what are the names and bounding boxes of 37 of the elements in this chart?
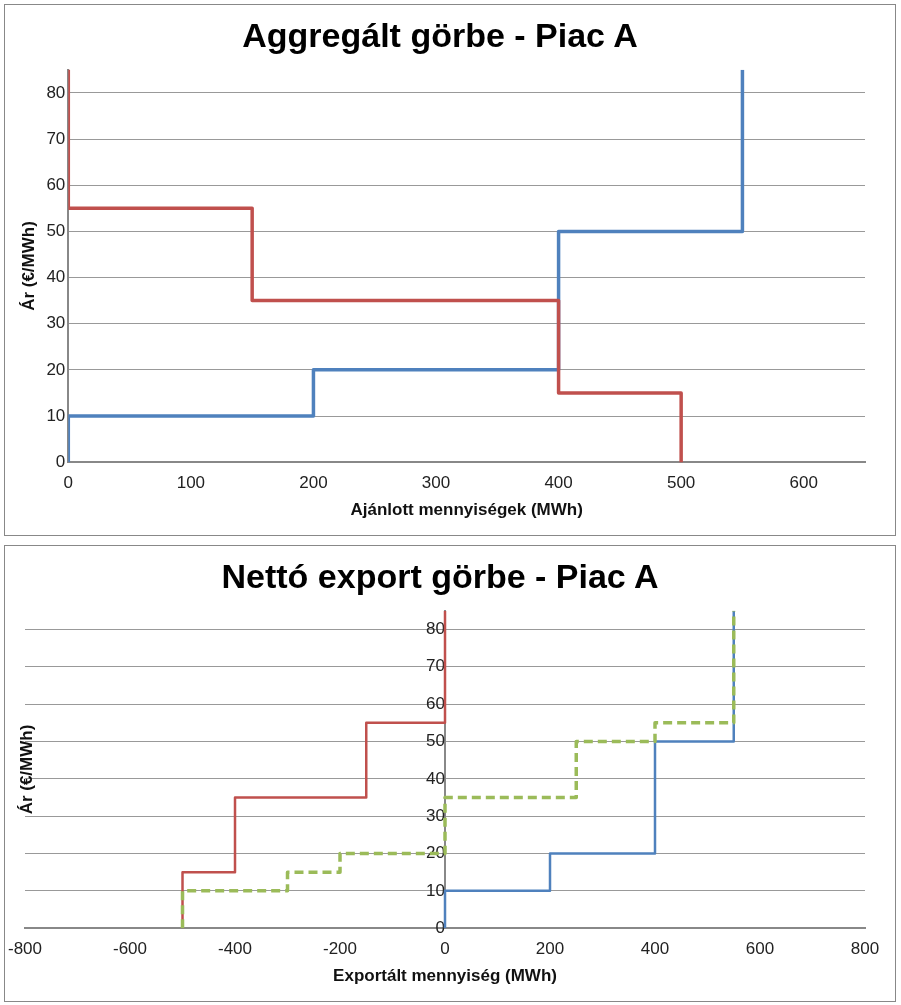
x-tick-label: 400 [544,473,573,493]
x-axis-title: Ajánlott mennyiségek (MWh) [350,500,583,520]
y-tick-label: 30 [426,805,446,825]
y-tick-label: 40 [426,768,446,788]
y-tick-label: 80 [46,82,66,102]
x-tick-label: 100 [176,473,206,493]
x-tick-label: -400 [217,939,253,959]
y-tick-label: 20 [46,359,66,379]
x-tick-label: 300 [421,473,451,493]
chart-title: Aggregált görbe - Piac A [242,15,638,54]
x-tick-label: 500 [666,473,696,493]
y-axis-title: Ár (€/MWh) [18,221,38,311]
y-tick-label: 60 [46,174,66,194]
x-tick-label: -800 [8,939,43,959]
x-tick-label: 600 [789,473,818,493]
x-tick-label: 200 [535,939,565,959]
y-tick-label: 10 [46,405,66,425]
x-tick-label: 200 [299,473,328,493]
y-tick-label: 70 [46,128,66,148]
x-tick-label: -600 [113,939,148,959]
y-tick-label: 0 [55,451,66,471]
x-axis-title: Exportált mennyiség (MWh) [333,966,557,986]
x-tick-label: 800 [850,939,880,959]
y-tick-label: 70 [426,656,446,676]
y-tick-label: 50 [426,731,446,751]
x-tick-label: 600 [745,939,775,959]
y-tick-label: 50 [46,221,66,241]
y-axis-title: Ár (€/MWh) [16,724,36,815]
chart-title: Nettó export görbe - Piac A [221,556,659,595]
y-tick-label: 30 [46,313,66,333]
y-tick-label: 0 [435,917,446,937]
y-tick-label: 40 [46,267,66,287]
x-tick-label: -200 [322,939,358,959]
x-tick-label: 400 [640,939,670,959]
y-tick-label: 80 [426,619,446,639]
y-tick-label: 60 [426,693,446,713]
y-tick-label: 10 [426,880,446,900]
